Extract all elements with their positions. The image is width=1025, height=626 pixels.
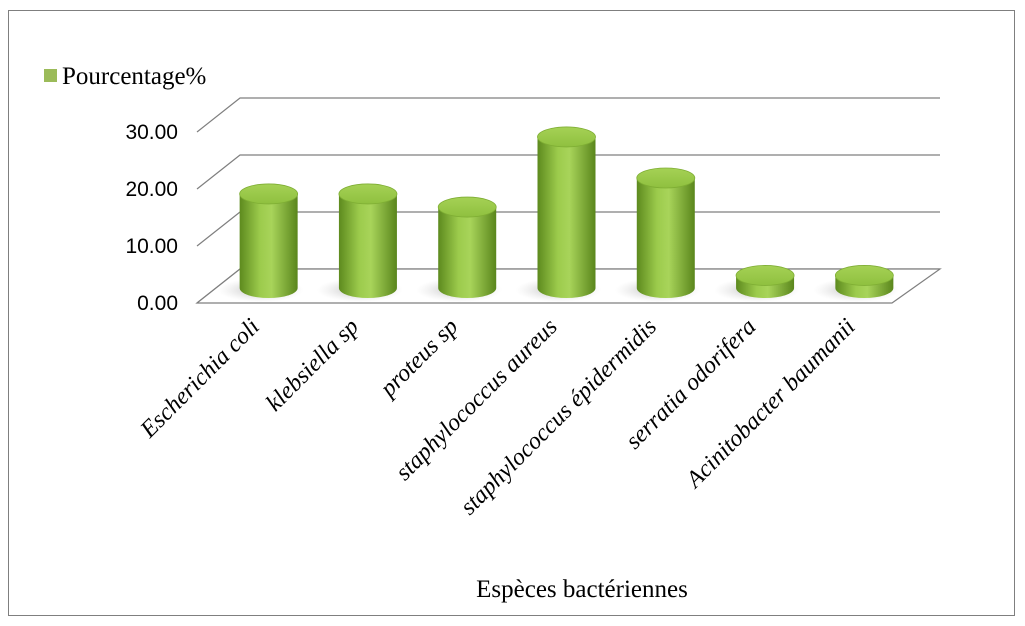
bar bbox=[217, 183, 304, 302]
bar bbox=[714, 265, 801, 302]
y-tick-label: 30.00 bbox=[125, 121, 178, 144]
x-tick-label: Acinitobacter baumanii bbox=[680, 314, 861, 495]
chart-frame bbox=[8, 10, 1015, 616]
x-axis-title: Espèces bactériennes bbox=[476, 576, 688, 603]
bar bbox=[515, 126, 602, 302]
gridline bbox=[196, 154, 940, 190]
bar bbox=[416, 196, 503, 302]
x-tick-label: klebsiella sp bbox=[261, 314, 364, 417]
legend-label: Pourcentage% bbox=[62, 63, 206, 90]
x-tick-label: Escherichia coli bbox=[135, 314, 265, 444]
legend-swatch bbox=[44, 69, 57, 82]
x-tick-label: staphylococcus épidermidis bbox=[456, 314, 662, 520]
gridline bbox=[196, 97, 940, 133]
bar bbox=[813, 265, 900, 302]
x-tick-label: proteus sp bbox=[374, 314, 463, 403]
bars bbox=[217, 126, 900, 302]
y-axis-tick-labels: 0.00 10.00 20.00 30.00 bbox=[125, 121, 178, 315]
bar bbox=[316, 183, 403, 302]
y-tick-label: 20.00 bbox=[125, 178, 178, 201]
legend: Pourcentage% bbox=[44, 63, 206, 90]
x-tick-label: staphylococcus aureus bbox=[391, 314, 563, 486]
y-tick-label: 0.00 bbox=[137, 292, 178, 315]
bar bbox=[614, 167, 701, 302]
y-tick-label: 10.00 bbox=[125, 235, 178, 258]
